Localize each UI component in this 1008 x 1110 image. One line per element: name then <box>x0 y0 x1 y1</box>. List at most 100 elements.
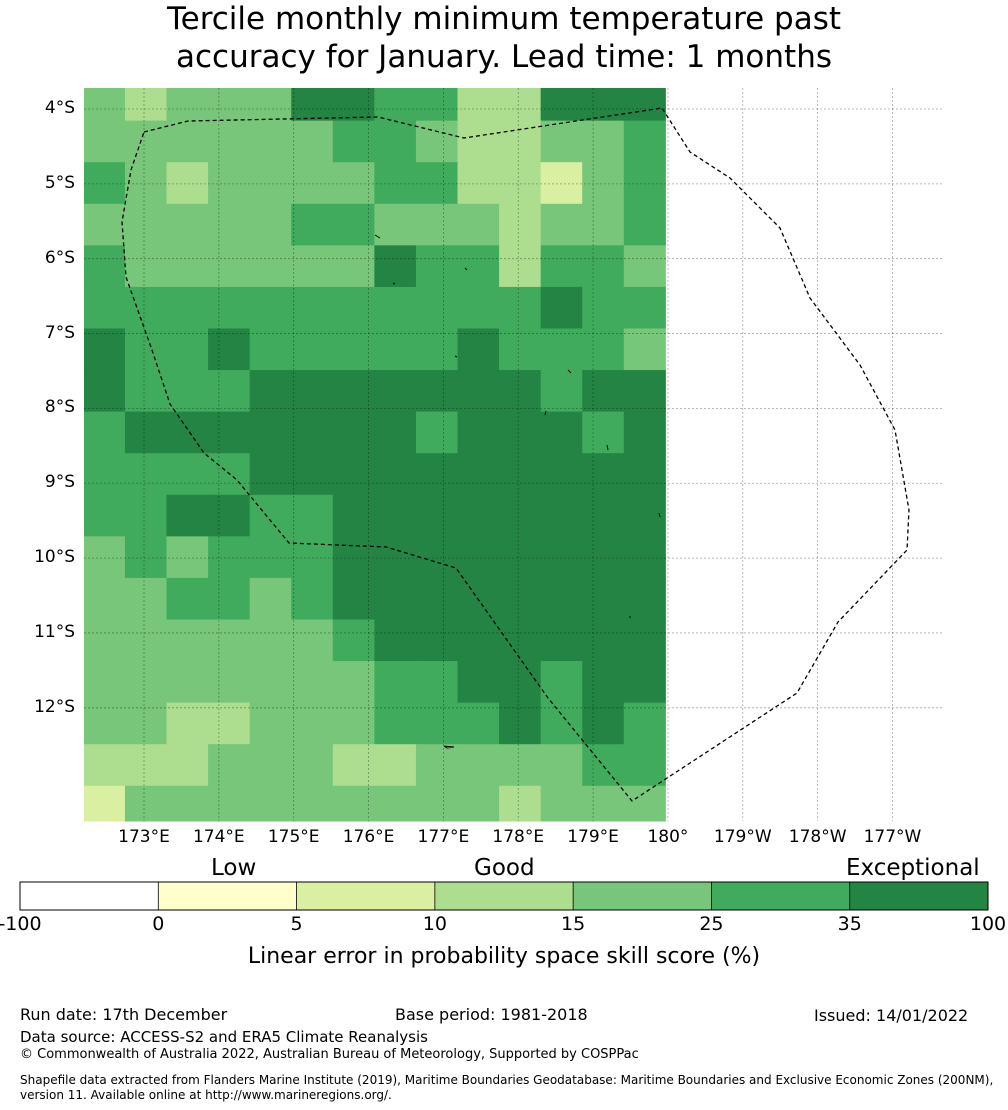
skill-cell <box>84 494 126 537</box>
skill-cell <box>124 245 168 288</box>
skill-cell <box>457 120 500 163</box>
skill-cell <box>166 411 209 454</box>
skill-cell <box>582 661 625 704</box>
skill-cell <box>332 328 375 371</box>
skill-cell <box>208 744 251 787</box>
skill-cell <box>291 120 334 163</box>
colorbar-tick-label: 35 <box>837 913 862 935</box>
latitude-label: 4°S <box>44 98 75 118</box>
skill-cell <box>374 744 417 787</box>
skill-cell <box>415 162 459 205</box>
skill-cell <box>166 453 209 496</box>
skill-cell <box>582 744 625 787</box>
skill-cell <box>249 328 292 371</box>
skill-cell <box>166 162 209 205</box>
skill-cell <box>124 785 168 822</box>
longitude-label: 179°E <box>567 827 619 847</box>
skill-cell <box>332 785 375 822</box>
skill-cell <box>84 245 126 288</box>
skill-cell <box>166 744 209 787</box>
skill-cell <box>540 120 583 163</box>
skill-cell <box>84 411 126 454</box>
skill-cell <box>582 245 625 288</box>
skill-cell <box>332 88 375 122</box>
skill-cell <box>582 494 625 537</box>
skill-cell <box>540 203 583 246</box>
skill-cell <box>124 370 168 413</box>
skill-cell <box>457 702 500 745</box>
skill-cell <box>249 203 292 246</box>
skill-cell <box>166 661 209 704</box>
skill-cell <box>374 661 417 704</box>
skill-cell <box>499 577 542 620</box>
category-low: Low <box>211 855 257 881</box>
skill-cell <box>623 577 666 620</box>
colorbar-tick-label: 100 <box>969 913 1007 935</box>
skill-cell <box>415 744 459 787</box>
skill-cell <box>457 619 500 662</box>
skill-cell <box>540 411 583 454</box>
skill-cell <box>84 328 126 371</box>
skill-cell <box>499 744 542 787</box>
skill-cell <box>415 453 459 496</box>
skill-cell <box>623 744 666 787</box>
skill-cell <box>332 453 375 496</box>
skill-cell <box>208 619 251 662</box>
skill-cell <box>499 661 542 704</box>
skill-cell <box>166 785 209 822</box>
skill-cell <box>582 785 625 822</box>
skill-cell <box>249 411 292 454</box>
skill-cell <box>332 577 375 620</box>
skill-cell <box>374 286 417 329</box>
skill-cell <box>374 120 417 163</box>
skill-cell <box>623 328 666 371</box>
run-date: Run date: 17th December <box>20 1005 228 1024</box>
skill-cell <box>166 203 209 246</box>
longitude-label: 174°E <box>192 827 245 847</box>
colorbar-tick-label: 10 <box>422 913 447 935</box>
skill-cell <box>582 702 625 745</box>
skill-cell <box>415 370 459 413</box>
longitude-label: 173°E <box>118 827 170 847</box>
skill-cell <box>415 245 459 288</box>
skill-cell <box>84 286 126 329</box>
skill-cell <box>208 245 251 288</box>
colorbar-border <box>19 881 989 911</box>
colorbar-tick-label: 15 <box>561 913 586 935</box>
skill-cell <box>166 536 209 579</box>
skill-cell <box>623 411 666 454</box>
longitude-label: 178°E <box>492 827 545 847</box>
skill-cell <box>291 370 334 413</box>
skill-cell <box>374 453 417 496</box>
skill-cell <box>124 453 168 496</box>
skill-cell <box>208 286 251 329</box>
skill-cell <box>582 370 625 413</box>
skill-cell <box>249 245 292 288</box>
skill-cell <box>374 203 417 246</box>
skill-cell <box>415 494 459 537</box>
skill-cell <box>457 88 500 122</box>
skill-cell <box>332 203 375 246</box>
skill-cell <box>208 88 251 122</box>
skill-cell <box>291 744 334 787</box>
skill-cell <box>84 453 126 496</box>
skill-cell <box>124 120 168 163</box>
skill-cell <box>124 702 168 745</box>
skill-cell <box>166 370 209 413</box>
skill-cell <box>208 120 251 163</box>
skill-cell <box>291 702 334 745</box>
skill-cell <box>374 536 417 579</box>
skill-cell <box>291 162 334 205</box>
skill-cell <box>623 619 666 662</box>
skill-cell <box>166 494 209 537</box>
skill-cell <box>208 577 251 620</box>
skill-cell <box>332 120 375 163</box>
skill-cell <box>457 453 500 496</box>
skill-cell <box>374 577 417 620</box>
skill-cell <box>84 744 126 787</box>
skill-cell <box>582 328 625 371</box>
island <box>374 234 381 239</box>
skill-cell <box>623 203 666 246</box>
colorbar-segment <box>434 882 574 910</box>
skill-cell <box>124 203 168 246</box>
